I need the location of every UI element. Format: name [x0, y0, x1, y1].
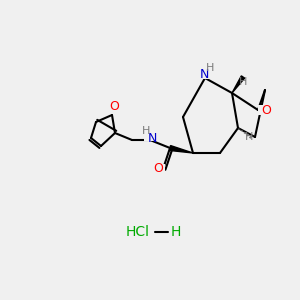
Bar	[258, 105, 272, 115]
Text: N: N	[199, 68, 209, 82]
Text: O: O	[109, 100, 119, 113]
Text: H: H	[239, 77, 247, 87]
Text: N: N	[147, 131, 157, 145]
Text: H: H	[171, 225, 181, 239]
Polygon shape	[232, 76, 244, 93]
Text: H: H	[142, 126, 150, 136]
Bar	[199, 65, 211, 79]
Text: O: O	[261, 103, 271, 116]
Polygon shape	[169, 146, 193, 153]
Text: O: O	[153, 163, 163, 176]
Text: HCl: HCl	[126, 225, 150, 239]
Text: H: H	[245, 132, 253, 142]
Bar	[107, 103, 121, 113]
Bar	[151, 164, 165, 174]
Bar	[144, 127, 158, 141]
Text: H: H	[206, 63, 214, 73]
